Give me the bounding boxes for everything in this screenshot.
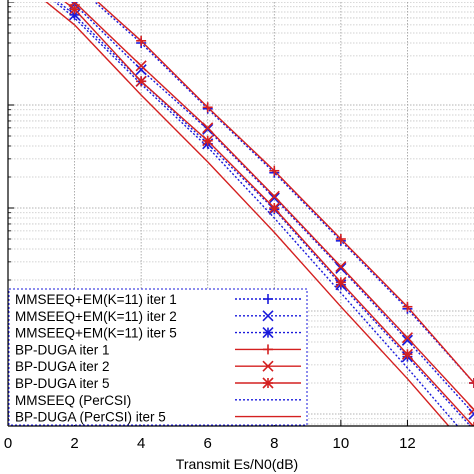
series-line (45, 2, 450, 426)
x-axis-ticks: 0 2 4 6 8 10 12 (4, 420, 416, 452)
legend-swatch-marker (262, 377, 274, 389)
marker-x-b (268, 202, 280, 214)
marker-x-b (262, 327, 274, 339)
series-line (93, 2, 474, 384)
legend-label: MMSEEQ+EM(K=11) iter 2 (15, 309, 177, 324)
marker-x-b (135, 64, 147, 76)
marker-x-b (262, 377, 274, 389)
legend-swatch-marker (263, 344, 273, 355)
marker-x-b (401, 348, 413, 360)
marker-x-b (135, 75, 147, 87)
legend-swatch-marker (263, 294, 273, 304)
marker-x-b (202, 123, 214, 135)
marker-x-a (468, 404, 474, 411)
series-line (54, 2, 459, 426)
marker-x-b (335, 276, 347, 288)
series-6 (54, 2, 459, 426)
series-line (96, 2, 474, 384)
x-tick-label: 12 (399, 435, 416, 452)
legend-label: BP-DUGA iter 2 (15, 359, 110, 374)
marker-x-b (202, 122, 214, 134)
legend-label: MMSEEQ+EM(K=11) iter 5 (15, 326, 177, 341)
series-line (57, 2, 472, 426)
legend-label: BP-DUGA (PerCSI) iter 5 (15, 410, 166, 425)
x-tick-label: 6 (204, 435, 212, 452)
series-line (70, 2, 474, 415)
series-5 (64, 2, 474, 426)
legend-box (8, 288, 308, 426)
x-tick-label: 10 (333, 435, 350, 452)
grid-lines (8, 2, 474, 426)
x-tick-label: 4 (137, 435, 145, 452)
marker-x-b (401, 334, 413, 346)
marker-x-a (468, 408, 474, 416)
x-tick-label: 0 (4, 435, 12, 452)
marker-x-b (262, 310, 274, 322)
marker-x-b (335, 261, 347, 273)
x-axis-label: Transmit Es/N0(dB) (176, 456, 298, 472)
marker-x-b (401, 332, 413, 344)
legend: MMSEEQ+EM(K=11) iter 1 MMSEEQ+EM(K=11) it… (8, 288, 308, 426)
legend-label: BP-DUGA iter 5 (15, 376, 110, 391)
marker-x-b (335, 262, 347, 274)
marker-x-b (202, 135, 214, 147)
marker-x-b (468, 412, 474, 420)
marker-x-a (468, 421, 474, 426)
marker-x-b (69, 3, 81, 15)
x-tick-label: 2 (70, 435, 78, 452)
marker-x-b (268, 192, 280, 204)
series-7 (45, 2, 450, 426)
plot-frame (7, 0, 474, 427)
legend-swatch-marker (262, 327, 274, 339)
legend-label: MMSEEQ+EM(K=11) iter 1 (15, 292, 177, 307)
legend-label: MMSEEQ (PerCSI) (15, 393, 131, 408)
series-4 (69, 2, 474, 416)
legend-label: BP-DUGA iter 1 (15, 342, 110, 357)
series-1 (69, 2, 474, 420)
series-line (73, 2, 474, 411)
marker-x-b (262, 360, 274, 372)
series-line (64, 2, 474, 426)
series-3 (96, 2, 474, 388)
legend-swatch-marker (262, 310, 274, 322)
marker-x-b (135, 60, 147, 72)
marker-x-b (468, 408, 474, 416)
series-lines (45, 2, 474, 426)
legend-swatch-marker (262, 360, 274, 372)
x-tick-label: 8 (270, 435, 278, 452)
marker-x-b (268, 190, 280, 202)
